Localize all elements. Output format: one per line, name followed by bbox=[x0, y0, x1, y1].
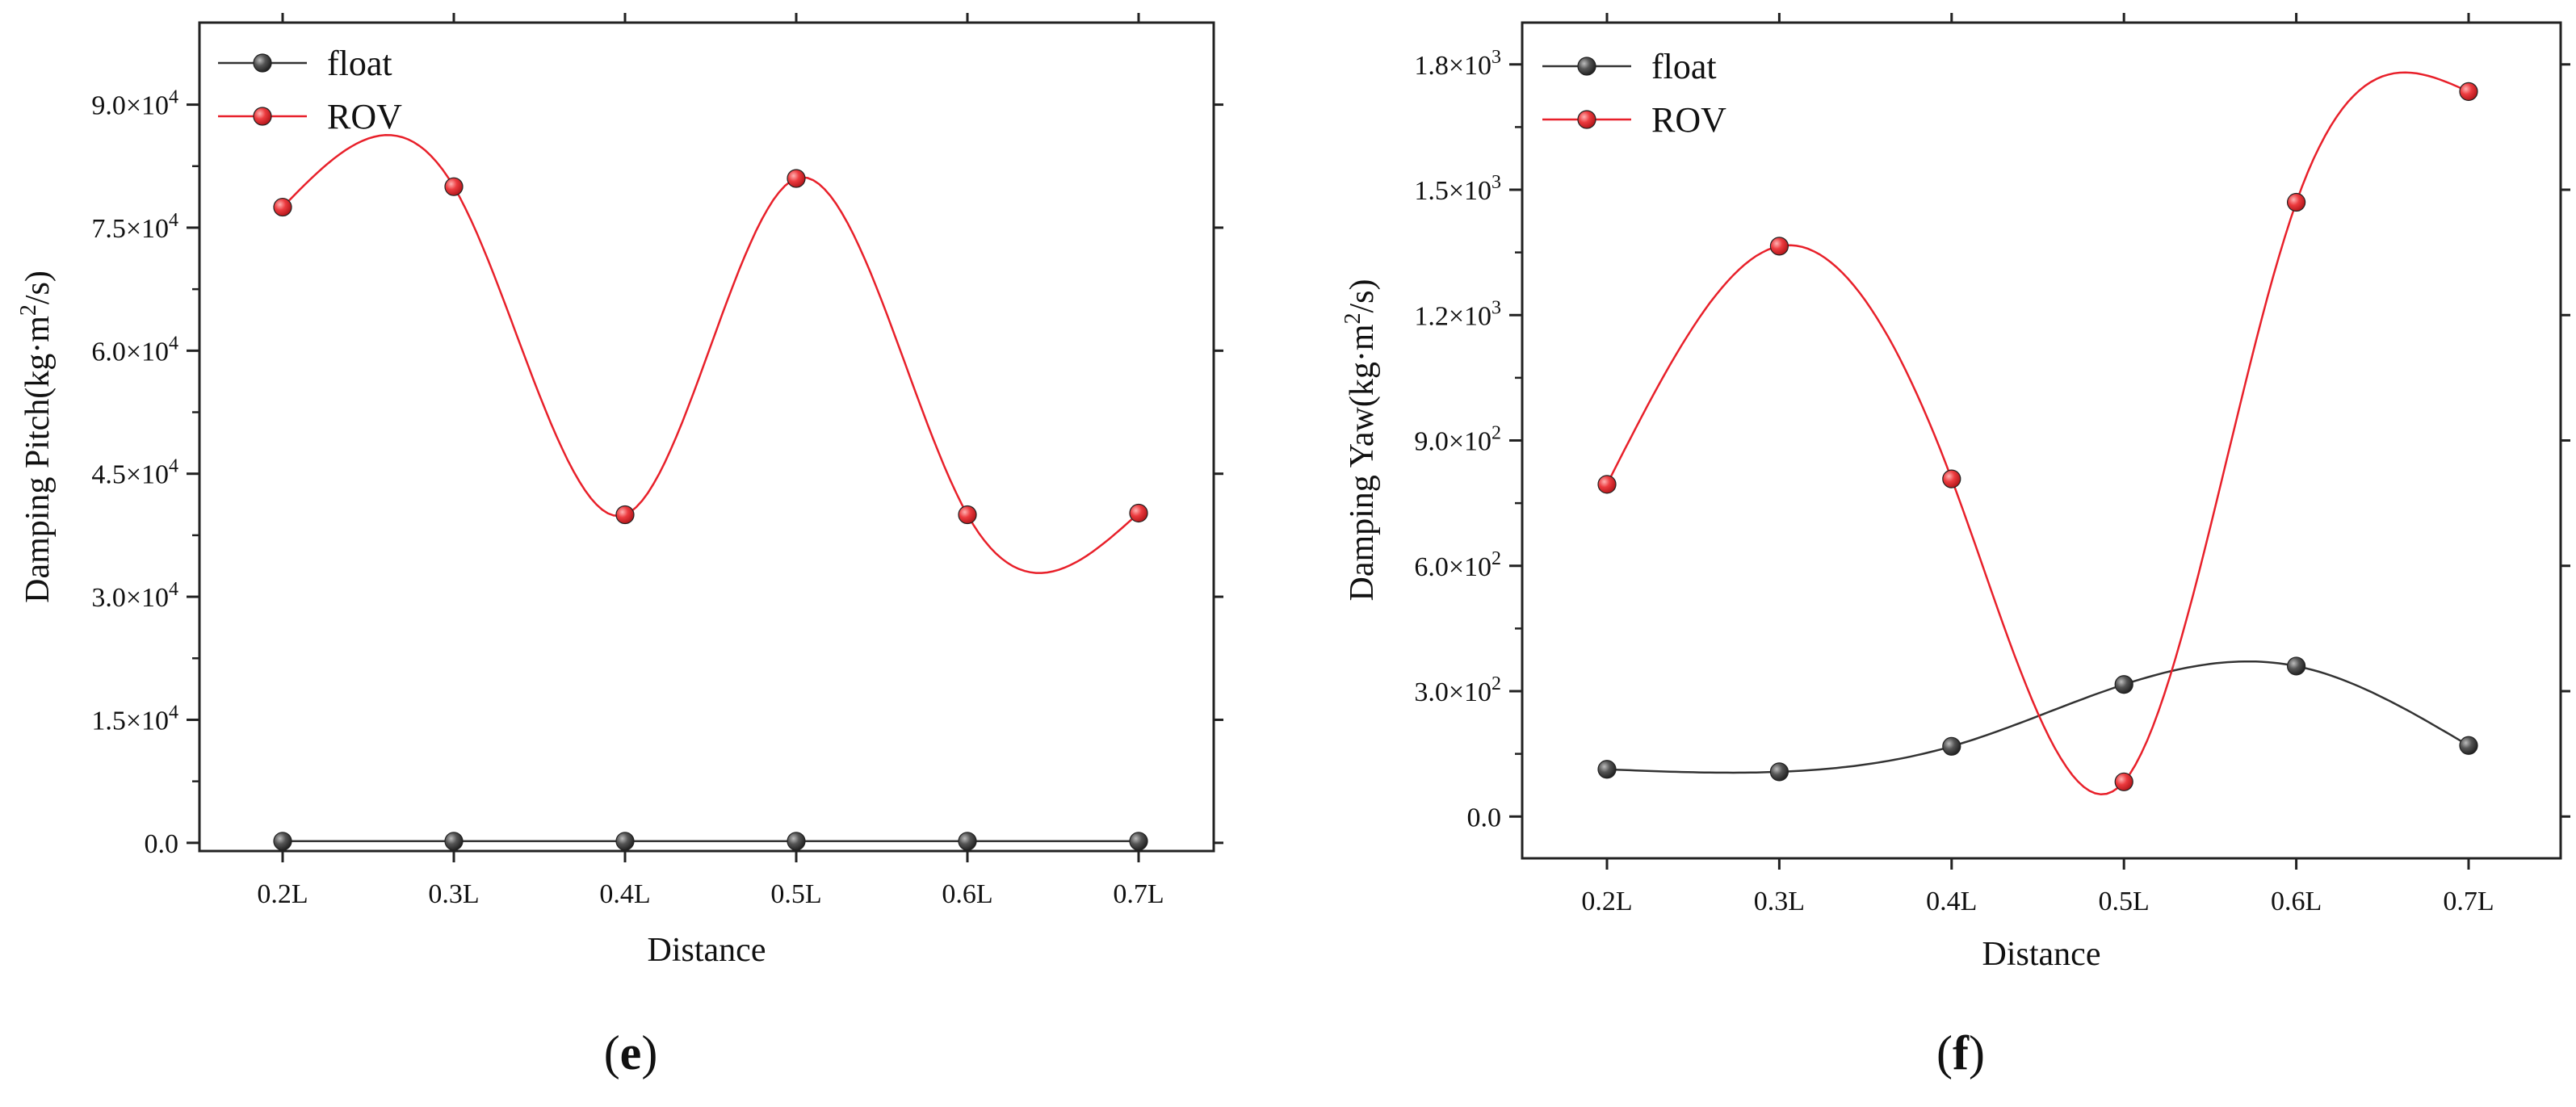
legend-label-rov: ROV bbox=[327, 97, 402, 136]
x-tick-label: 0.3L bbox=[1754, 887, 1805, 916]
legend: float ROV bbox=[218, 44, 402, 136]
panel-label-letter: e bbox=[620, 1026, 642, 1080]
data-point-rov bbox=[1129, 503, 1148, 523]
data-point-rov bbox=[787, 169, 806, 188]
y-tick-labels: 0.0 1.5×104 3.0×104 4.5×104 6.0×104 7.5×104 9.… bbox=[91, 87, 178, 859]
data-point-float bbox=[958, 832, 977, 851]
x-tick-label: 0.4L bbox=[1926, 887, 1977, 916]
y-axis-title-sup: 2 bbox=[1340, 313, 1366, 325]
data-point-float bbox=[1769, 762, 1789, 782]
axis-ticks bbox=[1509, 13, 2570, 870]
y-tick-label: 7.5×104 bbox=[91, 210, 178, 244]
x-tick-labels: 0.2L 0.3L 0.4L 0.5L 0.6L 0.7L bbox=[257, 879, 1164, 909]
legend-label-rov: ROV bbox=[1651, 100, 1726, 140]
series-markers bbox=[273, 169, 1148, 851]
data-point-float bbox=[2287, 656, 2306, 676]
legend-marker-rov bbox=[1577, 110, 1596, 129]
x-tick-label: 0.5L bbox=[770, 879, 821, 909]
data-point-rov bbox=[444, 177, 464, 196]
series-markers bbox=[1597, 82, 2478, 791]
data-point-float bbox=[1597, 760, 1617, 779]
y-tick-label: 1.8×103 bbox=[1414, 47, 1501, 81]
legend-marker-rov bbox=[253, 107, 272, 126]
y-tick-label: 3.0×102 bbox=[1414, 673, 1501, 707]
series-line-rov bbox=[282, 134, 1139, 574]
data-point-float bbox=[273, 832, 292, 851]
y-tick-label: 0.0 bbox=[145, 829, 179, 859]
panel-label: (e) bbox=[604, 1026, 658, 1080]
data-point-rov bbox=[615, 505, 635, 525]
data-point-rov bbox=[273, 197, 292, 217]
x-tick-label: 0.5L bbox=[2099, 887, 2150, 916]
data-point-float bbox=[615, 832, 635, 851]
y-tick-label: 4.5×104 bbox=[91, 456, 178, 490]
x-tick-label: 0.7L bbox=[2443, 887, 2494, 916]
y-tick-label: 1.2×103 bbox=[1414, 297, 1501, 331]
panel-label: (f) bbox=[1936, 1026, 1985, 1080]
data-point-rov bbox=[2114, 772, 2133, 791]
y-axis-title-suffix: /s) bbox=[19, 270, 57, 304]
x-axis-title: Distance bbox=[1982, 936, 2101, 973]
x-tick-label: 0.2L bbox=[1581, 887, 1632, 916]
y-tick-label: 6.0×104 bbox=[91, 333, 178, 367]
data-point-float bbox=[2114, 675, 2133, 694]
data-point-float bbox=[787, 832, 806, 851]
x-tick-labels: 0.2L 0.3L 0.4L 0.5L 0.6L 0.7L bbox=[1581, 887, 2494, 916]
data-point-float bbox=[2459, 736, 2478, 755]
x-tick-label: 0.6L bbox=[942, 879, 992, 909]
x-tick-label: 0.4L bbox=[599, 879, 650, 909]
plot-frame bbox=[1521, 21, 2562, 860]
data-point-rov bbox=[958, 505, 977, 525]
data-point-float bbox=[1129, 832, 1148, 851]
data-point-float bbox=[444, 832, 464, 851]
y-tick-labels: 0.0 3.0×102 6.0×102 9.0×102 1.2×103 1.5×103 1.… bbox=[1414, 47, 1501, 833]
y-axis-title: Damping Pitch(kg·m2/s) bbox=[16, 270, 57, 603]
legend-label-float: float bbox=[1651, 47, 1717, 86]
y-axis-title-suffix: /s) bbox=[1344, 279, 1381, 313]
y-tick-label: 3.0×104 bbox=[91, 579, 178, 613]
plot-frame bbox=[198, 21, 1215, 853]
x-tick-label: 0.3L bbox=[428, 879, 479, 909]
x-tick-label: 0.6L bbox=[2271, 887, 2322, 916]
data-point-rov bbox=[2459, 82, 2478, 101]
panel-label-letter: f bbox=[1953, 1026, 1970, 1080]
series-lines bbox=[282, 134, 1139, 843]
series-line-rov bbox=[1605, 71, 2469, 796]
legend: float ROV bbox=[1542, 47, 1726, 140]
legend-marker-float bbox=[253, 53, 272, 73]
data-point-rov bbox=[1942, 469, 1961, 489]
x-axis-title: Distance bbox=[648, 932, 766, 969]
axis-ticks bbox=[187, 13, 1223, 862]
data-point-float bbox=[1942, 736, 1961, 756]
series-lines bbox=[1605, 71, 2469, 796]
series-line-float bbox=[1606, 660, 2469, 774]
y-tick-label: 1.5×103 bbox=[1414, 172, 1501, 206]
chart-panel-e: 0.0 1.5×104 3.0×104 4.5×104 6.0×104 7.5×104 9.… bbox=[16, 13, 1223, 1080]
y-axis-title: Damping Yaw(kg·m2/s) bbox=[1340, 279, 1381, 602]
chart-panel-f: 0.0 3.0×102 6.0×102 9.0×102 1.2×103 1.5×103 1.… bbox=[1340, 13, 2570, 1080]
y-tick-label: 9.0×102 bbox=[1414, 423, 1501, 457]
y-axis-title-main: Damping Pitch(kg·m bbox=[19, 316, 57, 603]
y-tick-label: 1.5×104 bbox=[91, 702, 178, 736]
y-axis-title-main: Damping Yaw(kg·m bbox=[1344, 324, 1381, 601]
legend-marker-float bbox=[1577, 57, 1596, 76]
data-point-rov bbox=[1597, 475, 1617, 494]
y-tick-label: 6.0×102 bbox=[1414, 548, 1501, 582]
legend-label-float: float bbox=[327, 44, 392, 83]
data-point-rov bbox=[2287, 192, 2306, 212]
y-tick-label: 0.0 bbox=[1467, 803, 1502, 832]
x-tick-label: 0.7L bbox=[1113, 879, 1164, 909]
data-point-rov bbox=[1769, 237, 1789, 256]
y-axis-title-sup: 2 bbox=[16, 304, 41, 316]
y-tick-label: 9.0×104 bbox=[91, 87, 178, 121]
x-tick-label: 0.2L bbox=[257, 879, 308, 909]
